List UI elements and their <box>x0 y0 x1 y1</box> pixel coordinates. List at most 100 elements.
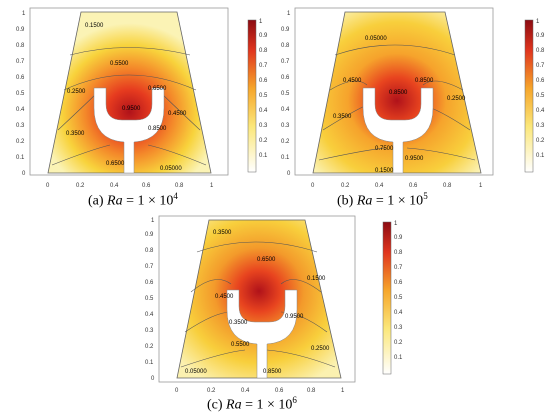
x-tick: 0.8 <box>175 183 184 189</box>
contour-label: 0.05000 <box>365 36 387 42</box>
contour-label: 0.8500 <box>148 126 167 132</box>
panel-c: 0.3500 0.6500 0.1500 0.4500 0.9500 0.350… <box>135 212 415 413</box>
x-tick: 1 <box>479 183 483 189</box>
contour-label: 0.05000 <box>185 369 207 375</box>
colorbar-tick: 0.6 <box>394 280 403 286</box>
y-tick: 0 <box>287 171 291 177</box>
contour-label: 0.2500 <box>67 89 86 95</box>
y-tick: 0.8 <box>145 248 154 254</box>
colorbar-tick: 0.3 <box>259 123 268 129</box>
panel-c-plot: 0.3500 0.6500 0.1500 0.4500 0.9500 0.350… <box>145 215 403 394</box>
x-tick: 0.6 <box>275 388 284 394</box>
colorbar-tick: 0.1 <box>259 153 268 159</box>
colorbar-tick: 0.7 <box>259 63 268 69</box>
colorbar-tick: 0.5 <box>394 295 403 301</box>
colorbar-tick: 0.3 <box>536 123 545 129</box>
x-tick: 1 <box>210 183 214 189</box>
contour-label: 0.1500 <box>85 23 104 29</box>
y-tick: 0.1 <box>145 360 154 366</box>
cavity-domain <box>312 11 482 174</box>
colorbar-tick: 0.4 <box>259 108 268 114</box>
colorbar-tick: 0.3 <box>394 325 403 331</box>
y-tick: 0.6 <box>16 75 25 81</box>
x-tick: 0.6 <box>142 183 151 189</box>
y-tick: 0.7 <box>16 59 25 65</box>
heater-shape <box>93 87 165 174</box>
y-tick: 0.1 <box>281 155 290 161</box>
y-tick: 0.3 <box>281 123 290 129</box>
colorbar-tick: 0.8 <box>394 250 403 256</box>
y-tick: 0 <box>151 376 155 382</box>
y-tick: 0.7 <box>281 59 290 65</box>
x-tick: 0.4 <box>241 388 250 394</box>
colorbar-tick: 1 <box>259 19 263 25</box>
x-tick: 0.8 <box>307 388 316 394</box>
contour-label: 0.7500 <box>375 146 394 152</box>
x-tick: 1 <box>341 388 345 394</box>
y-tick: 0.2 <box>16 139 25 145</box>
x-tick: 0.2 <box>207 388 216 394</box>
contour-label: 0.6500 <box>106 161 125 167</box>
contour-label: 0.8500 <box>389 90 408 96</box>
colorbar <box>382 221 392 375</box>
contour-label: 0.4500 <box>343 78 362 84</box>
y-tick: 0.6 <box>281 75 290 81</box>
plot-frame <box>29 7 229 176</box>
y-tick: 1 <box>151 218 155 224</box>
x-tick: 0.6 <box>409 183 418 189</box>
colorbar-tick: 0.5 <box>259 93 268 99</box>
panel-b-caption: (b) Ra = 1 × 105 <box>337 191 428 209</box>
x-tick: 0.4 <box>375 183 384 189</box>
y-tick: 0.9 <box>145 232 154 238</box>
colorbar-tick: 0.7 <box>394 265 403 271</box>
colorbar <box>524 19 534 173</box>
contour-label: 0.3500 <box>333 114 352 120</box>
y-tick: 0.5 <box>16 91 25 97</box>
x-tick: 0.4 <box>110 183 119 189</box>
contour-label: 0.5500 <box>231 342 250 348</box>
x-tick: 0 <box>175 388 179 394</box>
y-tick: 0.4 <box>145 312 154 318</box>
colorbar-tick: 0.1 <box>536 153 545 159</box>
contour-label: 0.6500 <box>257 257 276 263</box>
contour-label: 0.5500 <box>110 61 129 67</box>
colorbar-tick: 0.9 <box>536 33 545 39</box>
colorbar-tick: 1 <box>536 19 540 25</box>
y-tick: 0.2 <box>281 139 290 145</box>
contour-label: 0.2500 <box>311 346 330 352</box>
y-tick: 0.7 <box>145 264 154 270</box>
colorbar-tick: 0.7 <box>536 63 545 69</box>
cavity-domain <box>47 11 212 174</box>
colorbar-tick: 0.9 <box>259 33 268 39</box>
y-tick: 0.5 <box>281 91 290 97</box>
heater-shape <box>226 289 298 379</box>
colorbar <box>247 19 257 173</box>
y-tick: 0 <box>22 171 26 177</box>
y-tick: 0.9 <box>281 27 290 33</box>
colorbar-tick: 0.4 <box>536 108 545 114</box>
contour-label: 0.3500 <box>66 131 85 137</box>
contour-label: 0.1500 <box>375 168 394 174</box>
y-tick: 0.3 <box>16 123 25 129</box>
colorbar-tick: 0.5 <box>536 93 545 99</box>
y-tick: 1 <box>287 11 291 17</box>
contour-label: 0.9500 <box>122 106 141 112</box>
y-tick: 0.2 <box>145 344 154 350</box>
y-tick: 0.4 <box>16 107 25 113</box>
x-tick: 0.8 <box>443 183 452 189</box>
contour-label: 0.3500 <box>213 230 232 236</box>
colorbar-tick: 0.2 <box>536 138 545 144</box>
colorbar-tick: 0.8 <box>536 48 545 54</box>
x-tick: 0 <box>46 183 50 189</box>
y-tick: 0.8 <box>16 43 25 49</box>
y-tick: 0.8 <box>281 43 290 49</box>
y-tick: 1 <box>22 11 26 17</box>
colorbar-tick: 0.1 <box>394 355 403 361</box>
y-tick: 0.3 <box>145 328 154 334</box>
colorbar-tick: 0.6 <box>259 78 268 84</box>
contour-label: 0.1500 <box>307 276 326 282</box>
panel-a-plot: 0.1500 0.5500 0.2500 0.6500 0.9500 0.450… <box>16 7 268 189</box>
heater-shape <box>362 87 434 174</box>
contour-label: 0.4500 <box>215 294 234 300</box>
y-tick: 0.1 <box>16 155 25 161</box>
